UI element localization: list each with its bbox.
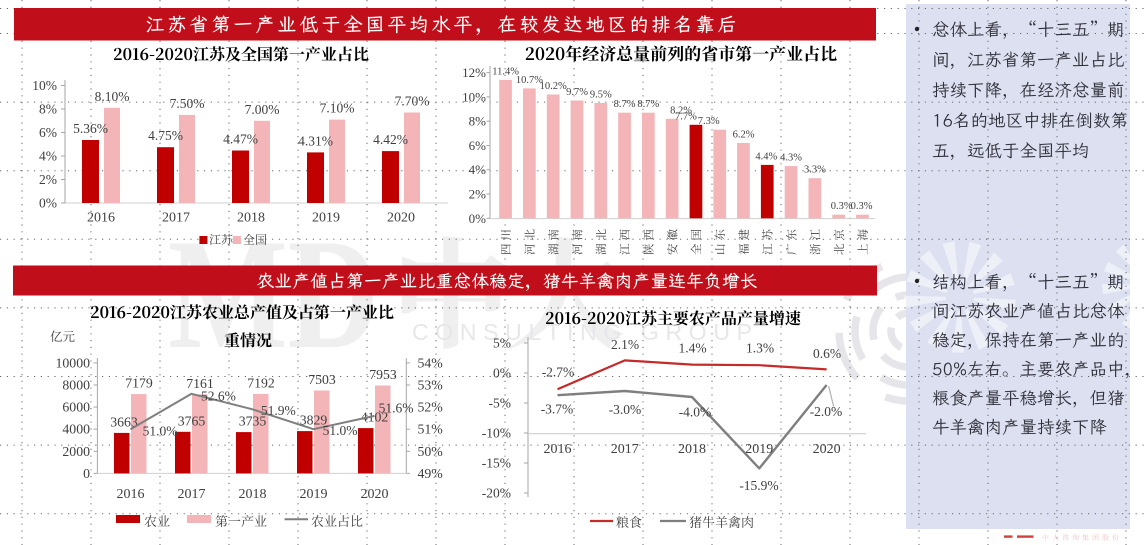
svg-text:52%: 52%	[418, 400, 444, 415]
svg-text:0%: 0%	[469, 211, 487, 226]
svg-text:4.47%: 4.47%	[223, 132, 258, 147]
svg-text:7192: 7192	[247, 375, 275, 390]
svg-text:6%: 6%	[469, 138, 487, 153]
svg-text:3765: 3765	[178, 413, 206, 428]
svg-text:2019: 2019	[745, 442, 773, 457]
svg-text:2020: 2020	[813, 442, 841, 457]
svg-text:2017: 2017	[611, 442, 639, 457]
svg-text:0: 0	[83, 466, 90, 481]
svg-text:3663: 3663	[110, 414, 138, 429]
svg-text:2018: 2018	[239, 487, 267, 502]
svg-text:7.7%: 7.7%	[675, 111, 697, 122]
svg-text:2000: 2000	[62, 444, 90, 459]
svg-text:2.1%: 2.1%	[611, 337, 639, 352]
svg-text:2%: 2%	[39, 172, 57, 187]
svg-text:8.10%: 8.10%	[95, 89, 130, 104]
svg-text:-20%: -20%	[482, 486, 511, 501]
svg-text:-15.9%: -15.9%	[739, 478, 778, 493]
svg-text:5.36%: 5.36%	[73, 121, 108, 136]
svg-text:51.6%: 51.6%	[379, 400, 414, 415]
svg-text:-15%: -15%	[482, 456, 511, 471]
svg-text:3.3%: 3.3%	[804, 165, 826, 176]
svg-text:4102: 4102	[361, 410, 389, 425]
svg-text:2016: 2016	[87, 211, 115, 226]
svg-text:4000: 4000	[62, 422, 90, 437]
svg-text:1.4%: 1.4%	[678, 341, 706, 356]
svg-text:2018: 2018	[678, 442, 706, 457]
svg-text:0.6%: 0.6%	[813, 346, 841, 361]
svg-text:6.2%: 6.2%	[733, 130, 755, 141]
svg-text:50%: 50%	[418, 444, 444, 459]
svg-text:9.7%: 9.7%	[566, 87, 588, 98]
svg-text:-5%: -5%	[489, 396, 512, 411]
svg-text:7.50%: 7.50%	[170, 96, 205, 111]
svg-text:7.70%: 7.70%	[395, 94, 430, 109]
svg-text:53%: 53%	[418, 378, 444, 393]
svg-text:7.00%: 7.00%	[245, 102, 280, 117]
svg-text:8%: 8%	[39, 102, 57, 117]
svg-text:10%: 10%	[32, 78, 57, 93]
svg-text:7503: 7503	[308, 372, 336, 387]
svg-text:4%: 4%	[469, 162, 487, 177]
svg-text:6%: 6%	[39, 125, 57, 140]
svg-text:3829: 3829	[300, 413, 328, 428]
svg-text:2017: 2017	[178, 487, 206, 502]
svg-text:4.75%: 4.75%	[148, 128, 183, 143]
svg-text:4%: 4%	[39, 149, 57, 164]
svg-text:0.3%: 0.3%	[831, 201, 853, 212]
svg-text:8%: 8%	[469, 114, 487, 129]
svg-text:52.6%: 52.6%	[201, 389, 236, 404]
svg-text:51.0%: 51.0%	[323, 423, 358, 438]
svg-text:-3.7%: -3.7%	[541, 402, 574, 417]
svg-text:51%: 51%	[418, 422, 444, 437]
svg-text:0%: 0%	[493, 366, 511, 381]
svg-text:51.0%: 51.0%	[143, 424, 178, 439]
svg-text:2017: 2017	[162, 211, 190, 226]
svg-text:-4.0%: -4.0%	[679, 405, 712, 420]
svg-text:7.3%: 7.3%	[698, 116, 720, 127]
svg-text:4.42%: 4.42%	[373, 132, 408, 147]
svg-text:2020: 2020	[361, 487, 389, 502]
svg-text:2016: 2016	[544, 442, 572, 457]
svg-text:0%: 0%	[39, 196, 57, 211]
svg-text:2019: 2019	[300, 487, 328, 502]
svg-text:9.5%: 9.5%	[590, 90, 612, 101]
svg-text:12%: 12%	[462, 65, 486, 80]
svg-text:54%: 54%	[418, 355, 444, 370]
svg-text:6000: 6000	[62, 400, 90, 415]
svg-text:4.3%: 4.3%	[780, 153, 802, 164]
svg-text:8000: 8000	[62, 378, 90, 393]
svg-text:-3.0%: -3.0%	[609, 402, 642, 417]
svg-text:10.7%: 10.7%	[516, 75, 543, 86]
svg-text:2016: 2016	[117, 487, 145, 502]
svg-text:2018: 2018	[237, 211, 265, 226]
svg-text:2020: 2020	[387, 211, 415, 226]
svg-text:7179: 7179	[125, 376, 153, 391]
svg-text:2019: 2019	[312, 211, 340, 226]
svg-text:10000: 10000	[56, 355, 91, 370]
svg-text:1.3%: 1.3%	[746, 341, 774, 356]
svg-text:-10%: -10%	[482, 426, 511, 441]
svg-text:3735: 3735	[239, 414, 267, 429]
svg-text:4.4%: 4.4%	[755, 151, 777, 162]
svg-text:4.31%: 4.31%	[298, 133, 333, 148]
svg-text:10.2%: 10.2%	[540, 81, 567, 92]
svg-text:7.10%: 7.10%	[320, 101, 355, 116]
svg-text:-2.0%: -2.0%	[810, 404, 843, 419]
svg-text:11.4%: 11.4%	[492, 66, 519, 77]
svg-text:7953: 7953	[369, 367, 397, 382]
svg-text:2%: 2%	[469, 187, 487, 202]
svg-text:51.9%: 51.9%	[261, 403, 296, 418]
svg-text:49%: 49%	[418, 466, 444, 481]
svg-text:7161: 7161	[186, 376, 214, 391]
svg-text:0.3%: 0.3%	[851, 201, 873, 212]
svg-text:10%: 10%	[462, 89, 486, 104]
svg-text:8.7%: 8.7%	[614, 99, 636, 110]
svg-text:8.2%: 8.2%	[670, 105, 692, 116]
svg-text:-2.7%: -2.7%	[542, 365, 575, 380]
svg-text:5%: 5%	[493, 336, 511, 351]
svg-text:8.7%: 8.7%	[637, 99, 659, 110]
